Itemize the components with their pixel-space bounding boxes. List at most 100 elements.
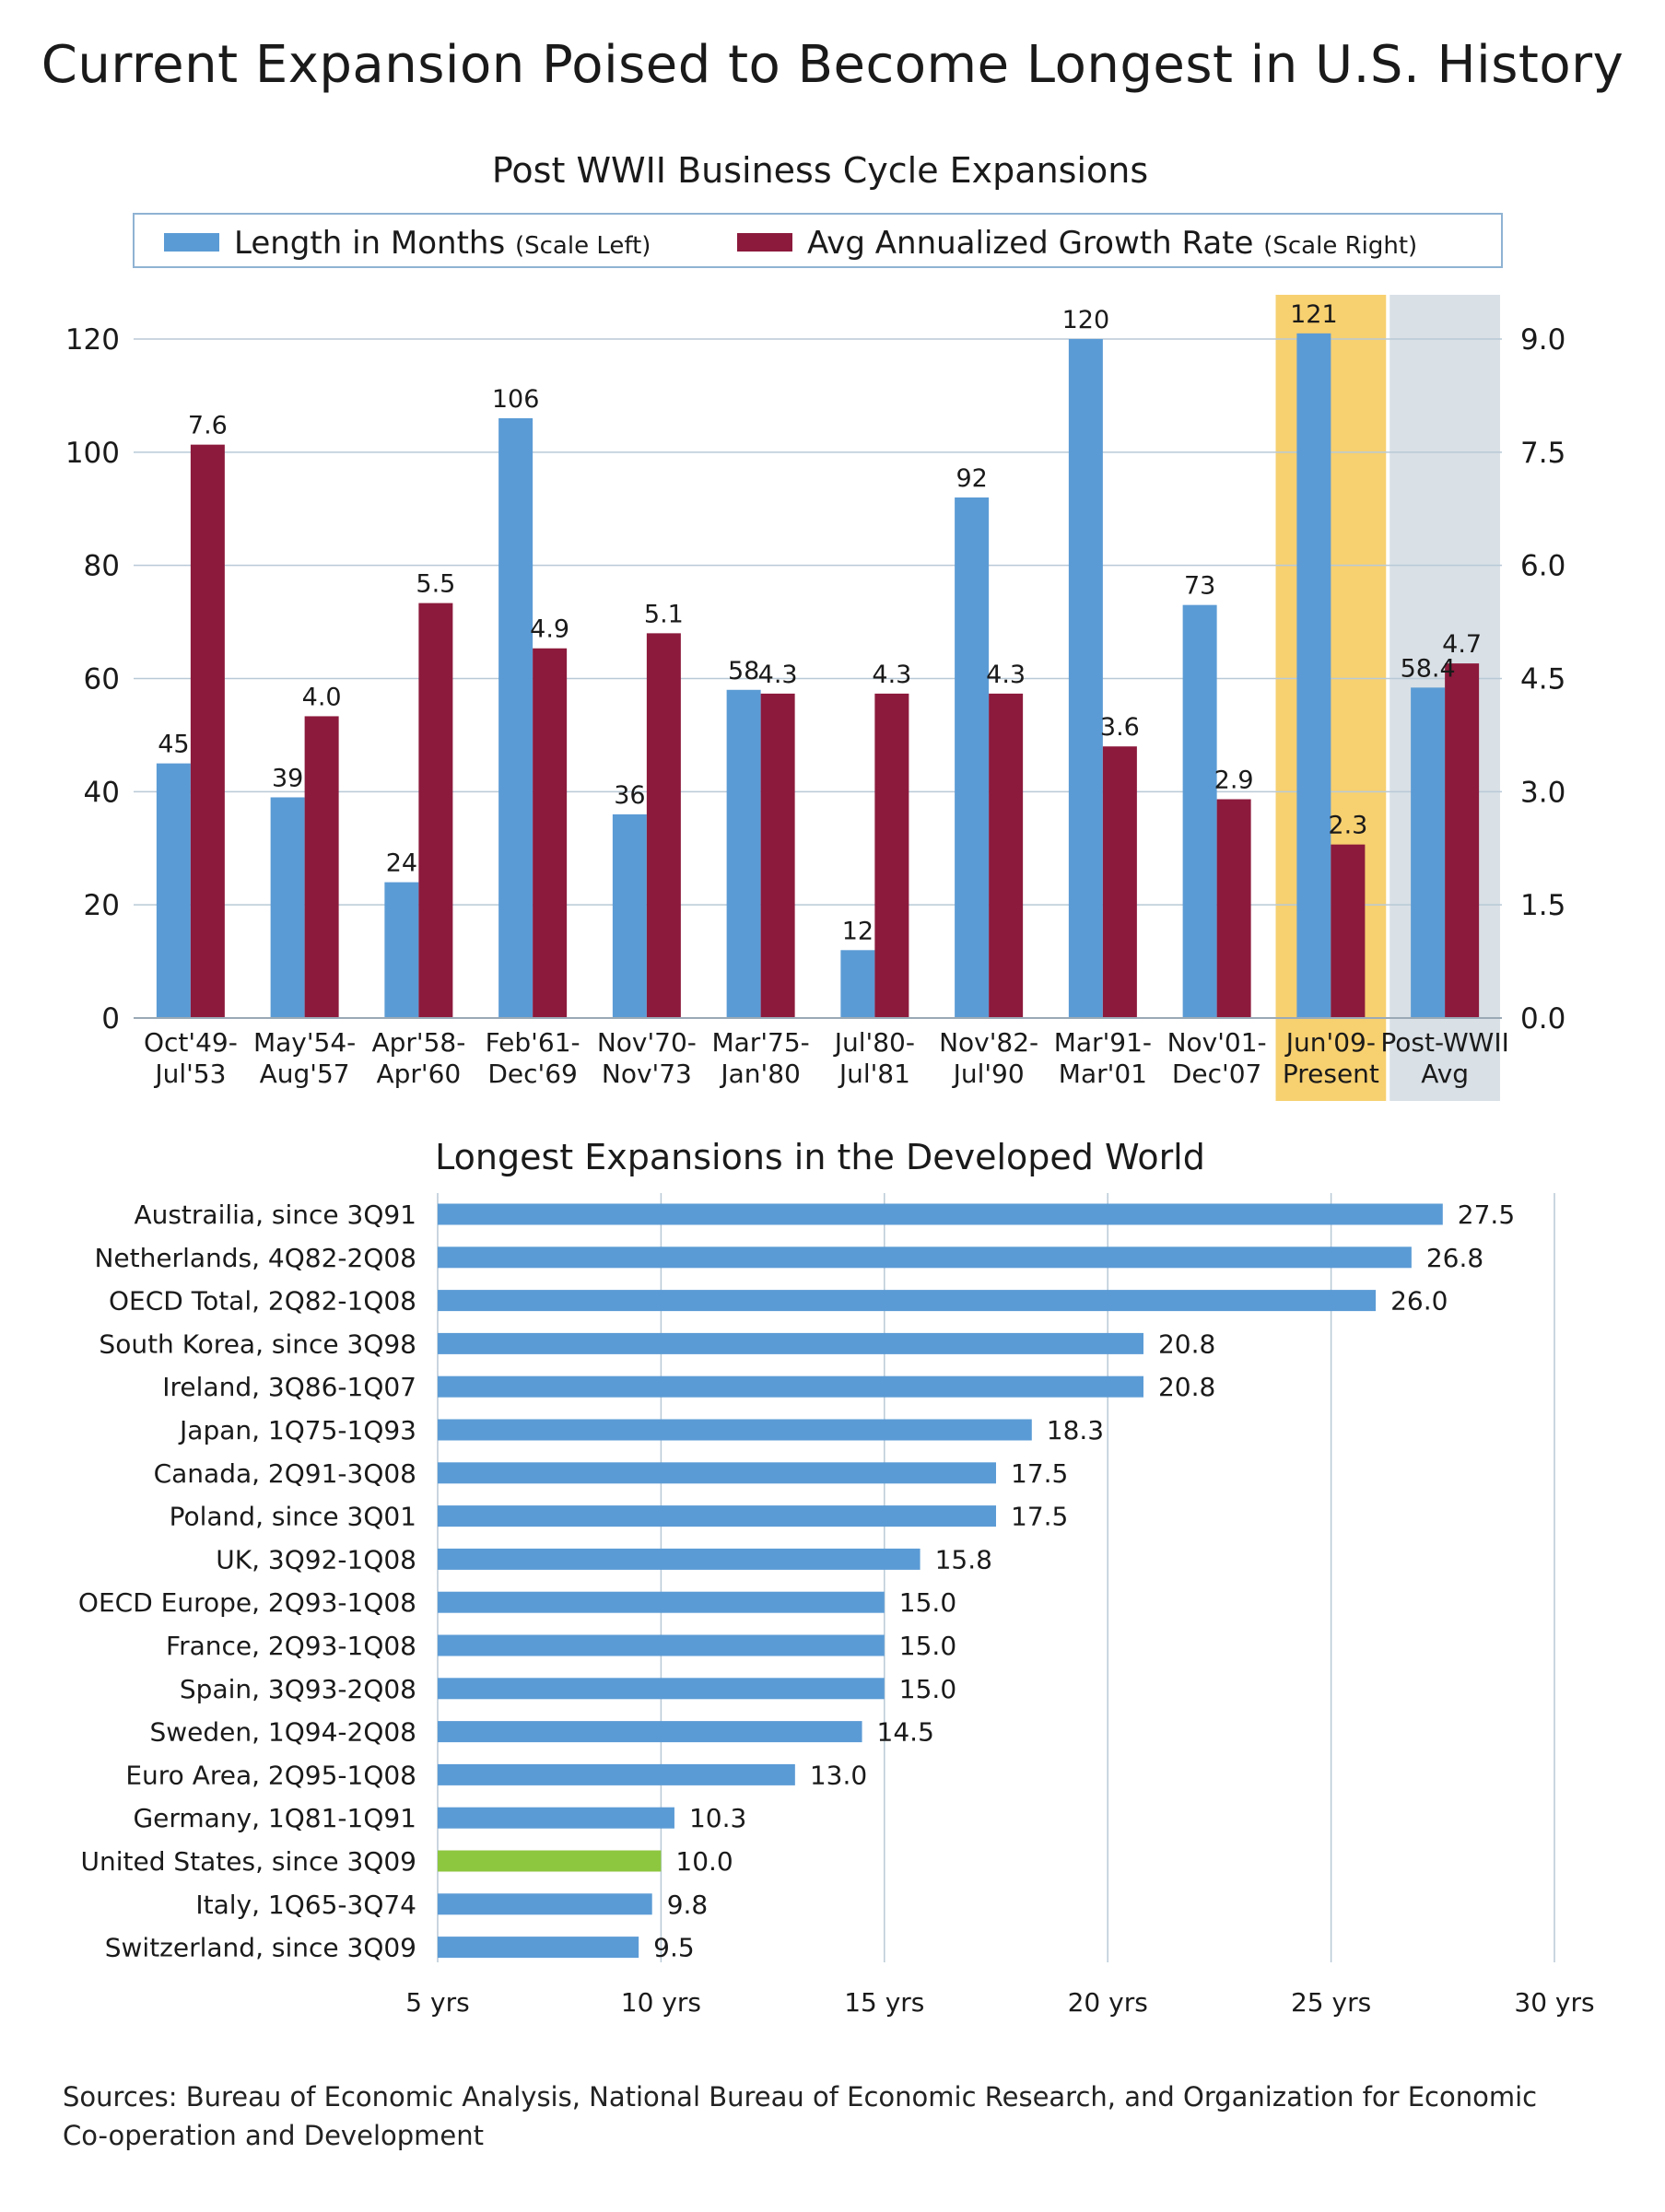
bar-length-months (1296, 333, 1331, 1018)
bar-expansion-years (438, 1332, 1143, 1354)
bar-growth-rate (1445, 663, 1480, 1018)
y-tick-label-country: Spain, 3Q93-2Q08 (180, 1674, 416, 1704)
legend-swatch-1 (164, 233, 219, 252)
y-left-tick-label: 0 (101, 1002, 120, 1036)
bar-expansion-years (438, 1290, 1377, 1312)
y-right-tick-label: 4.5 (1520, 663, 1565, 696)
x-tick-label: Dec'69 (487, 1059, 578, 1089)
x-tick-label: Nov'82- (939, 1027, 1038, 1058)
page-title: Current Expansion Poised to Become Longe… (41, 35, 1624, 95)
data-label-years: 15.8 (935, 1544, 992, 1574)
x-tick-label: 10 yrs (621, 1987, 701, 2018)
y-tick-label-country: Japan, 1Q75-1Q93 (178, 1415, 416, 1445)
data-label-years: 27.5 (1458, 1200, 1515, 1230)
y-tick-label-country: Sweden, 1Q94-2Q08 (149, 1717, 416, 1748)
data-label-length: 73 (1184, 572, 1215, 601)
bar-expansion-years (438, 1375, 1143, 1398)
data-label-length: 120 (1062, 306, 1110, 334)
bar-expansion-years (438, 1462, 996, 1484)
y-tick-label-country: Italy, 1Q65-3Q74 (195, 1890, 416, 1920)
bar-length-months (156, 763, 191, 1018)
x-tick-label: Post-WWII (1380, 1027, 1508, 1058)
x-tick-label: 25 yrs (1291, 1987, 1371, 2018)
y-left-tick-label: 60 (84, 663, 120, 696)
bar-expansion-years (438, 1721, 862, 1743)
y-left-tick-label: 120 (65, 323, 120, 357)
data-label-years: 20.8 (1158, 1372, 1215, 1402)
data-label-years: 15.0 (899, 1674, 956, 1704)
bar-growth-rate (304, 716, 339, 1018)
bar-expansion-years (438, 1203, 1443, 1225)
x-tick-label: Aug'57 (260, 1059, 350, 1089)
x-tick-label: Feb'61- (486, 1027, 580, 1058)
x-tick-label: Mar'01 (1059, 1059, 1147, 1089)
data-label-years: 14.5 (877, 1717, 934, 1748)
data-label-years: 20.8 (1158, 1328, 1215, 1359)
y-tick-label-country: Euro Area, 2Q95-1Q08 (125, 1760, 416, 1790)
bar-expansion-years (438, 1937, 639, 1959)
y-left-tick-label: 80 (84, 550, 120, 583)
data-label-growth: 4.3 (872, 661, 911, 689)
bar-length-months (612, 813, 647, 1018)
y-left-tick-label: 100 (65, 437, 120, 470)
y-tick-label-country: UK, 3Q92-1Q08 (216, 1544, 416, 1574)
y-tick-label-country: Germany, 1Q81-1Q91 (133, 1803, 416, 1833)
x-tick-label: May'54- (253, 1027, 356, 1058)
x-tick-label: Nov'73 (602, 1059, 692, 1089)
data-label-years: 18.3 (1047, 1415, 1104, 1445)
data-label-growth: 4.9 (530, 615, 569, 644)
legend-label-1: Length in Months (Scale Left) (234, 225, 651, 262)
bar-growth-rate (533, 648, 568, 1018)
x-tick-label: Nov'70- (597, 1027, 697, 1058)
bar-expansion-years (438, 1850, 662, 1872)
x-tick-label: Dec'07 (1172, 1059, 1262, 1089)
x-tick-label: Oct'49- (144, 1027, 238, 1058)
legend-label-2: Avg Annualized Growth Rate (Scale Right) (807, 225, 1417, 262)
y-right-tick-label: 1.5 (1520, 889, 1565, 922)
data-label-years: 10.0 (675, 1846, 733, 1877)
bar-growth-rate (874, 693, 909, 1018)
bar-length-months (270, 797, 305, 1018)
data-label-length: 36 (614, 781, 645, 810)
bar-growth-rate (760, 693, 795, 1018)
bar-growth-rate (1102, 746, 1137, 1018)
data-label-growth: 3.6 (1100, 713, 1140, 742)
data-label-length: 92 (956, 464, 987, 493)
y-tick-label-country: OECD Europe, 2Q93-1Q08 (78, 1587, 416, 1618)
bar-expansion-years (438, 1763, 795, 1785)
expansions-chart: Post WWII Business Cycle Expansions Leng… (65, 150, 1565, 1101)
y-right-tick-label: 9.0 (1520, 323, 1565, 357)
x-tick-label: 20 yrs (1068, 1987, 1148, 2018)
bar-growth-rate (646, 633, 681, 1018)
data-label-length: 12 (842, 917, 874, 945)
x-tick-label: Jul'80- (833, 1027, 915, 1058)
data-label-years: 15.0 (899, 1631, 956, 1661)
y-right-tick-label: 7.5 (1520, 437, 1565, 470)
data-label-growth: 4.3 (986, 661, 1026, 689)
expansions-legend: Length in Months (Scale Left) Avg Annuali… (133, 213, 1503, 268)
bar-expansion-years (438, 1807, 674, 1829)
bar-growth-rate (1331, 844, 1366, 1018)
x-tick-label: Nov'01- (1167, 1027, 1267, 1058)
bar-growth-rate (190, 444, 225, 1019)
y-tick-label-country: OECD Total, 2Q82-1Q08 (109, 1286, 416, 1317)
bar-length-months (1411, 687, 1446, 1018)
y-right-tick-label: 0.0 (1520, 1002, 1565, 1036)
data-label-years: 17.5 (1011, 1458, 1068, 1489)
legend-box (133, 213, 1503, 268)
bar-expansion-years (438, 1678, 885, 1700)
y-tick-label-country: France, 2Q93-1Q08 (166, 1631, 416, 1661)
data-label-growth: 5.5 (416, 570, 455, 599)
bar-growth-rate (989, 693, 1024, 1018)
bar-length-months (1182, 604, 1217, 1018)
data-label-years: 17.5 (1011, 1502, 1068, 1532)
expansions-chart-title: Post WWII Business Cycle Expansions (492, 150, 1148, 191)
data-label-growth: 5.1 (644, 600, 684, 628)
x-tick-label: Avg (1421, 1059, 1469, 1089)
bar-expansion-years (438, 1246, 1412, 1269)
x-tick-label: Jun'09- (1284, 1027, 1376, 1058)
bar-length-months (840, 950, 875, 1018)
data-label-growth: 4.0 (302, 683, 342, 711)
x-tick-label: 30 yrs (1514, 1987, 1594, 2018)
